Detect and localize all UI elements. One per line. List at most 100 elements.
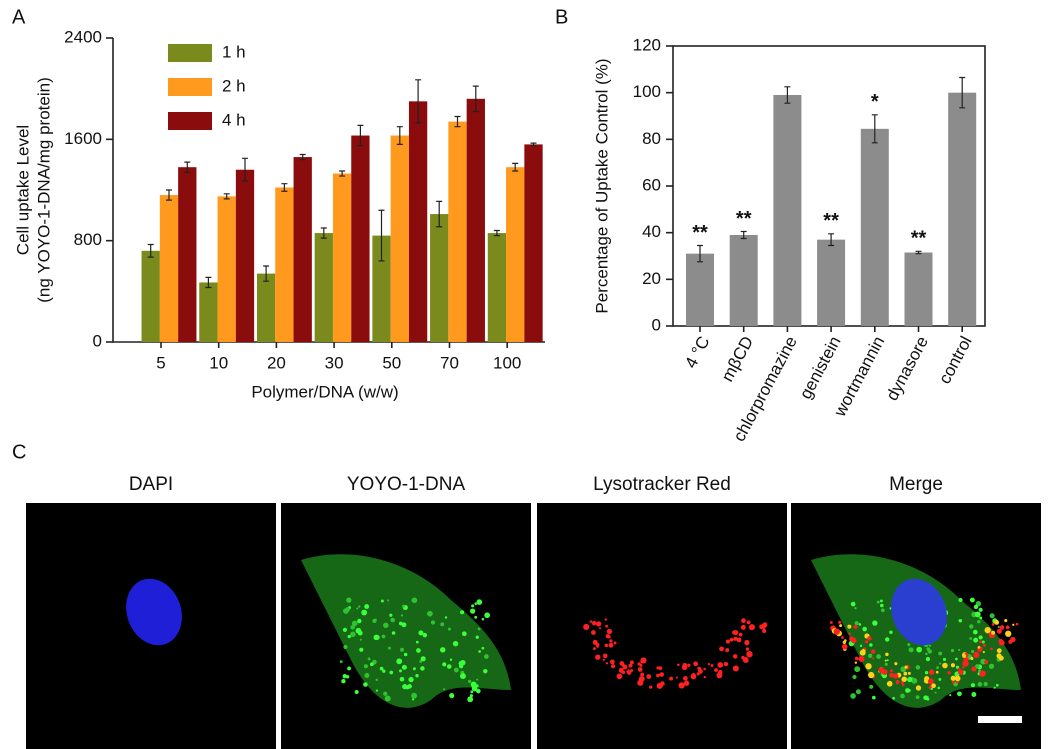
image-title: YOYO-1-DNA xyxy=(347,474,466,495)
red-puncta xyxy=(619,661,625,666)
significance: ** xyxy=(911,228,927,250)
green-puncta xyxy=(908,647,914,653)
red-puncta xyxy=(982,650,985,654)
red-puncta xyxy=(658,666,663,671)
red-puncta xyxy=(714,668,718,672)
green-puncta xyxy=(970,683,976,688)
red-puncta xyxy=(903,671,908,676)
red-puncta xyxy=(677,663,680,667)
green-puncta xyxy=(452,640,459,647)
green-puncta xyxy=(934,691,937,694)
x-tick-label: 5 xyxy=(156,353,165,372)
red-puncta xyxy=(999,625,1005,630)
green-puncta xyxy=(467,696,474,703)
red-puncta xyxy=(602,653,608,659)
green-puncta xyxy=(988,663,995,669)
green-puncta xyxy=(481,617,485,621)
red-puncta xyxy=(697,666,702,671)
green-puncta xyxy=(359,638,362,641)
red-puncta xyxy=(858,655,865,663)
x-tick-label: control xyxy=(935,333,976,387)
green-puncta xyxy=(484,612,491,619)
red-puncta xyxy=(853,624,858,629)
green-puncta xyxy=(411,692,418,699)
green-puncta xyxy=(347,666,352,671)
red-puncta xyxy=(637,679,644,686)
red-puncta xyxy=(867,636,872,641)
red-puncta xyxy=(1005,630,1012,637)
green-puncta xyxy=(892,696,896,700)
green-puncta xyxy=(400,614,404,617)
red-puncta xyxy=(962,654,967,658)
red-puncta xyxy=(896,681,899,685)
red-puncta xyxy=(931,683,936,689)
green-puncta xyxy=(469,694,474,698)
red-puncta xyxy=(609,639,613,643)
red-puncta xyxy=(885,652,889,657)
red-puncta xyxy=(736,637,742,643)
red-puncta xyxy=(626,670,632,675)
y-tick-label: 40 xyxy=(642,222,661,241)
red-puncta xyxy=(859,649,866,656)
y-tick-label: 60 xyxy=(642,175,661,194)
red-puncta xyxy=(982,671,986,675)
error-bar xyxy=(184,161,191,173)
x-tick-label: 70 xyxy=(440,353,459,372)
green-puncta xyxy=(361,609,368,616)
red-puncta xyxy=(901,676,907,682)
green-puncta xyxy=(420,656,426,662)
green-puncta xyxy=(936,666,940,670)
red-puncta xyxy=(606,628,613,635)
bar xyxy=(430,214,449,342)
green-puncta xyxy=(928,644,932,647)
error-bar xyxy=(915,250,922,255)
green-puncta xyxy=(981,640,985,644)
red-puncta xyxy=(842,640,846,645)
red-puncta xyxy=(616,673,623,680)
red-puncta xyxy=(838,620,842,624)
red-puncta xyxy=(683,680,690,686)
green-puncta xyxy=(449,658,453,661)
green-puncta xyxy=(460,673,466,680)
green-puncta xyxy=(411,597,418,604)
green-puncta xyxy=(974,664,980,669)
red-puncta xyxy=(723,661,729,667)
green-puncta xyxy=(449,692,455,699)
red-puncta xyxy=(678,682,685,689)
green-puncta xyxy=(356,607,359,610)
x-tick-label: 4 °C xyxy=(681,333,713,371)
green-puncta xyxy=(949,694,952,697)
red-puncta xyxy=(629,660,634,665)
scale-bar xyxy=(978,716,1022,723)
green-puncta xyxy=(440,622,445,627)
green-puncta xyxy=(938,651,943,656)
green-puncta xyxy=(389,613,393,617)
green-puncta xyxy=(401,622,407,628)
y-tick-label: 80 xyxy=(642,129,661,148)
green-puncta xyxy=(396,658,403,665)
green-puncta xyxy=(925,657,931,662)
green-puncta xyxy=(958,597,963,603)
green-puncta xyxy=(905,688,910,693)
green-puncta xyxy=(474,602,478,605)
green-puncta xyxy=(969,624,974,629)
green-puncta xyxy=(470,690,474,694)
image-title: DAPI xyxy=(129,474,173,495)
red-puncta xyxy=(640,672,645,677)
red-puncta xyxy=(604,643,609,648)
error-bar xyxy=(147,243,154,258)
legend-label: 1 h xyxy=(222,42,246,61)
error-bar xyxy=(493,229,500,237)
red-puncta xyxy=(872,657,875,660)
green-puncta xyxy=(443,688,446,691)
green-puncta xyxy=(850,601,856,607)
green-puncta xyxy=(403,652,408,657)
nucleus xyxy=(126,578,182,646)
green-puncta xyxy=(950,648,955,653)
red-puncta xyxy=(639,663,643,667)
legend-swatch xyxy=(168,112,212,130)
red-puncta xyxy=(745,647,750,651)
red-puncta xyxy=(746,620,751,625)
red-puncta xyxy=(746,651,753,658)
green-puncta xyxy=(854,606,857,610)
